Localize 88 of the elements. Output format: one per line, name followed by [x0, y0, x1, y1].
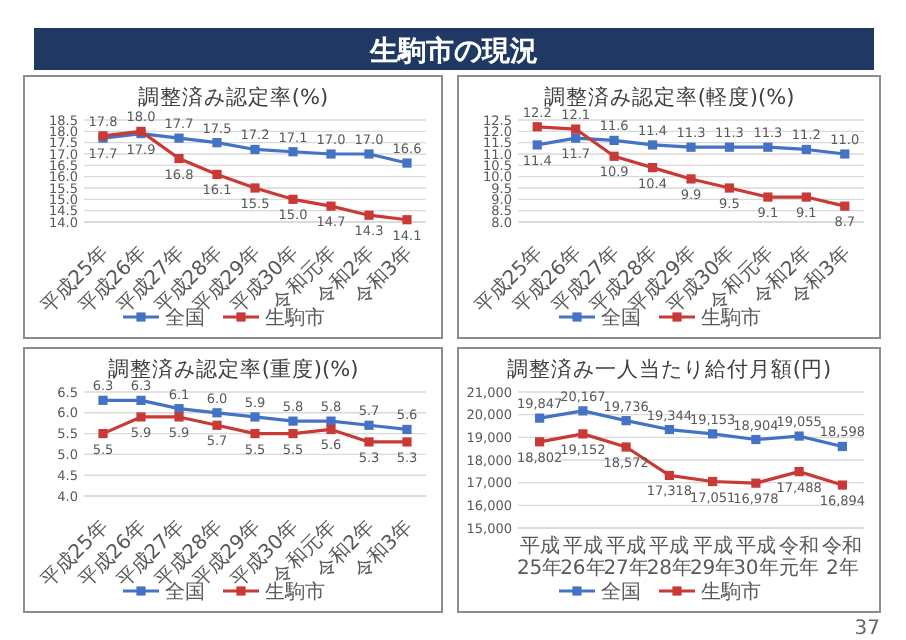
- chart-title: 調整済み一人当たり給付月額(円): [506, 356, 832, 382]
- x-tick-label: 平成30年: [733, 534, 779, 580]
- point: [837, 480, 847, 490]
- point: [578, 429, 588, 439]
- x-tick-label: 平成29年: [689, 534, 736, 580]
- point: [174, 404, 184, 414]
- point: [250, 412, 260, 422]
- point: [532, 140, 542, 150]
- point: [621, 442, 631, 452]
- point: [751, 434, 761, 445]
- point: [686, 142, 696, 152]
- point: [98, 395, 108, 405]
- point: [837, 441, 847, 452]
- point: [532, 122, 542, 132]
- point: [751, 478, 761, 488]
- legend-label: 全国: [165, 306, 205, 330]
- point: [763, 142, 773, 152]
- point: [801, 192, 811, 202]
- point: [250, 429, 260, 439]
- point: [664, 470, 674, 481]
- text: 生駒市の現況: [368, 34, 538, 68]
- point: [364, 149, 374, 159]
- x-tick-label: 平成27年: [603, 534, 649, 580]
- point: [212, 408, 222, 418]
- point: [708, 476, 718, 487]
- point: [402, 215, 412, 225]
- point: [571, 124, 581, 134]
- point: [535, 437, 545, 447]
- point: [212, 138, 222, 148]
- point: [686, 174, 696, 184]
- x-tick-label: 平成25年: [516, 534, 563, 580]
- point: [250, 144, 260, 155]
- point: [801, 144, 811, 155]
- point: [288, 416, 298, 426]
- point: [647, 140, 658, 150]
- point: [724, 142, 735, 152]
- point: [724, 183, 735, 193]
- point: [174, 412, 184, 422]
- point: [174, 133, 184, 143]
- point: [647, 163, 658, 173]
- point: [364, 437, 374, 447]
- point: [136, 412, 146, 422]
- legend-label: 全国: [601, 306, 641, 330]
- point: [535, 413, 545, 423]
- point: [609, 151, 619, 161]
- point: [98, 429, 108, 439]
- point: [571, 133, 581, 143]
- x-tick-label: 令和2年: [822, 534, 863, 580]
- chart-title: 調整済み認定率(%): [137, 84, 329, 110]
- chart-title: 調整済み認定率(軽度)(%): [543, 84, 795, 110]
- point: [326, 416, 336, 426]
- point: [664, 424, 674, 435]
- text: 37: [854, 618, 880, 640]
- point: [402, 424, 412, 435]
- legend-label: 全国: [601, 580, 641, 604]
- point: [288, 429, 298, 439]
- point: [402, 158, 412, 168]
- legend-label: 生駒市: [265, 306, 325, 330]
- point: [763, 192, 773, 202]
- point: [212, 420, 222, 430]
- point: [364, 420, 374, 430]
- point: [794, 467, 804, 477]
- point: [326, 149, 336, 159]
- chart-title: 調整済み認定率(重度)(%): [107, 356, 359, 382]
- point: [364, 210, 374, 220]
- legend-label: 生駒市: [701, 306, 761, 330]
- point: [794, 431, 804, 441]
- point: [708, 429, 718, 439]
- point: [840, 201, 850, 211]
- point: [174, 153, 184, 164]
- legend-label: 生駒市: [701, 580, 761, 604]
- point: [402, 437, 412, 447]
- x-tick-label: 平成28年: [646, 534, 693, 580]
- point: [578, 406, 588, 416]
- point: [326, 201, 336, 211]
- point: [250, 183, 260, 193]
- point: [326, 424, 336, 435]
- legend-label: 全国: [165, 580, 205, 604]
- point: [840, 149, 850, 159]
- x-tick-label: 平成26年: [560, 534, 606, 580]
- point: [609, 135, 619, 145]
- x-tick-label: 令和元年: [779, 534, 820, 580]
- point: [621, 416, 631, 426]
- point: [212, 169, 222, 179]
- point: [288, 194, 298, 204]
- point: [136, 395, 146, 405]
- point: [288, 147, 298, 157]
- legend-label: 生駒市: [265, 580, 325, 604]
